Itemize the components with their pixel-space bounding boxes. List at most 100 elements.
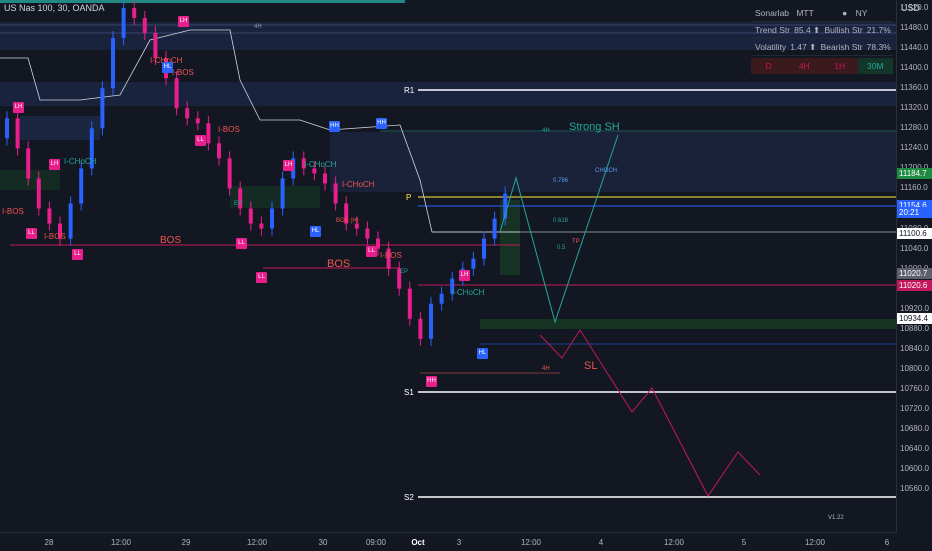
price-tick: 11400.0 — [900, 63, 929, 73]
projection-path — [499, 134, 761, 497]
tf-tag: 4H — [254, 24, 262, 30]
candle-body — [333, 183, 338, 204]
fib-label: 0.5 — [557, 245, 566, 251]
stats-label: Bullish Str — [824, 25, 863, 35]
candle-body — [238, 188, 243, 209]
entry-zone — [500, 200, 520, 275]
price-marker: 20:21 — [897, 207, 932, 218]
time-tick: 12:00 — [110, 538, 132, 547]
price-tick: 11200.0 — [900, 163, 928, 172]
symbol-title[interactable]: US Nas 100, 30, OANDA — [4, 3, 105, 13]
price-marker: 11020.7 — [897, 268, 932, 279]
swing-label: LL — [26, 228, 37, 239]
candle-body — [365, 228, 370, 239]
version-label: V1.22 — [828, 515, 844, 521]
candle-body — [36, 178, 41, 209]
tf-daily: D — [751, 58, 787, 74]
price-tick: 10800.0 — [900, 363, 929, 373]
time-axis[interactable]: 28 12:00 29 12:00 30 09:00 Oct 3 12:00 4 12:00 5 12:… — [0, 532, 896, 551]
bos-small-label: BOS (H) — [336, 218, 359, 224]
candle-body — [312, 168, 317, 174]
candle-body — [418, 318, 423, 339]
price-marker: 11184.7 — [897, 168, 932, 179]
swing-label: LL — [195, 135, 206, 146]
price-marker: 10934.4 — [897, 313, 932, 324]
time-tick: 28 — [44, 538, 54, 547]
time-tick: 30 — [318, 538, 328, 547]
ichoch-label: I-CHoCH — [150, 56, 183, 65]
price-tick: 10680.0 — [900, 424, 929, 434]
candle-body — [386, 248, 391, 269]
candle-body — [439, 293, 444, 304]
time-tick: Oct — [411, 538, 425, 547]
globe-icon: ● — [842, 8, 848, 18]
candle-body — [376, 238, 380, 249]
price-tick: 10840.0 — [900, 343, 929, 353]
candle-body — [259, 223, 264, 229]
swing-label: HL — [477, 348, 488, 359]
sl-label: SL — [584, 360, 598, 372]
time-tick: 4 — [598, 538, 604, 547]
horizontal-levels — [0, 24, 896, 498]
price-marker: 11020.6 — [897, 280, 932, 291]
supply-zone — [330, 132, 896, 192]
demand-zone — [0, 170, 60, 190]
price-chart[interactable] — [0, 0, 896, 532]
price-marker: 11100.6 — [897, 228, 932, 239]
price-tick: 10880.0 — [900, 323, 929, 333]
candle-body — [248, 208, 253, 224]
swing-label: LH — [49, 159, 60, 170]
candles — [5, 0, 508, 346]
chart-background — [0, 0, 896, 532]
price-axis[interactable]: USD 11520.0 11480.0 11440.0 11400.0 11360.0 1… — [896, 0, 932, 532]
candle-body — [15, 118, 20, 149]
candle-body — [407, 288, 412, 319]
candle-body — [227, 158, 232, 189]
candle-body — [79, 168, 84, 204]
candle-body — [450, 278, 455, 294]
candle-body — [153, 33, 158, 59]
candle-body — [89, 128, 94, 169]
swing-label: LL — [72, 249, 83, 260]
price-tick: 11240.0 — [900, 143, 929, 153]
swing-label: HL — [310, 226, 321, 237]
time-tick: 12:00 — [663, 538, 685, 547]
price-tick: 10560.0 — [900, 484, 929, 494]
price-tick: 10720.0 — [900, 404, 929, 413]
price-tick: 10640.0 — [900, 444, 929, 454]
time-tick: 12:00 — [520, 538, 542, 547]
sonarlab-stats-table: Sonarlab MTT ● NY Trend Str 85.4 ⬆ Bullish St… — [751, 5, 893, 74]
stats-session: NY — [855, 8, 868, 18]
swing-label: LL — [256, 272, 267, 283]
candle-body — [397, 268, 402, 289]
candle-body — [142, 18, 147, 34]
candle-body — [301, 158, 306, 169]
zones — [0, 0, 896, 329]
time-tick: 5 — [741, 538, 747, 547]
candle-body — [58, 223, 62, 239]
swing-label: LH — [13, 102, 24, 113]
bullish-projection — [499, 134, 619, 324]
demand-zone — [230, 186, 320, 208]
currency-label: USD — [901, 3, 921, 13]
time-tick: 12:00 — [804, 538, 826, 547]
stats-value: 21.7% — [866, 25, 891, 35]
price-tick: 11440.0 — [900, 43, 929, 53]
price-tick: 11040.0 — [900, 243, 929, 253]
ibos-label: I-BOS — [172, 68, 194, 77]
fib-label: 0.618 — [553, 218, 569, 224]
price-tick: 10600.0 — [900, 464, 929, 474]
tf-30m: 30M — [857, 58, 893, 74]
time-tick: 3 — [456, 538, 462, 547]
ibos-label: I-BOS — [218, 125, 240, 134]
price-tick: 11360.0 — [900, 83, 929, 93]
tf-1h: 1H — [822, 58, 858, 74]
ichoch-label: I-CHoCH — [452, 288, 485, 297]
tf-tag: 4H — [542, 366, 550, 372]
candle-body — [354, 223, 359, 229]
supply-zone — [0, 82, 896, 106]
stats-value: 85.4 ⬆ — [794, 24, 821, 35]
demand-zone — [480, 319, 896, 329]
swing-label: HH — [426, 376, 437, 387]
candle-body — [323, 173, 327, 184]
